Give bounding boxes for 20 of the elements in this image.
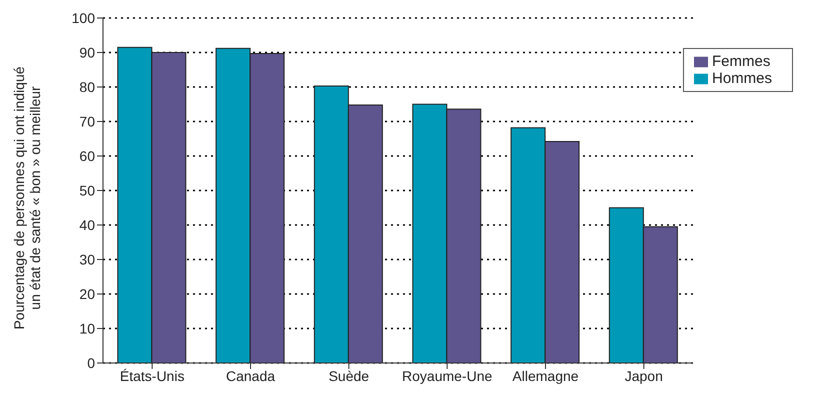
x-tick-label: Suède xyxy=(328,368,370,384)
y-tick-label: 10 xyxy=(79,320,96,336)
y-tick-label: 70 xyxy=(79,113,96,130)
x-tick-label: États-Unis xyxy=(120,368,184,384)
y-tick-label: 90 xyxy=(79,44,96,60)
legend-label: Hommes xyxy=(712,70,772,87)
y-tick-label: 40 xyxy=(79,216,96,233)
x-tick-label: Japon xyxy=(624,368,663,384)
y-tick-label: 50 xyxy=(79,182,96,198)
x-tick-label: Canada xyxy=(226,368,276,384)
y-tick-label: 30 xyxy=(79,251,96,268)
y-tick-label: 0 xyxy=(87,354,96,371)
y-tick-label: 100 xyxy=(72,10,96,26)
legend-label: Femmes xyxy=(712,53,770,70)
y-tick-label: 20 xyxy=(79,286,96,302)
y-axis-title: Pourcentage de personnes qui ont indiqué un état de santé « bon » ou meilleur xyxy=(11,66,43,330)
x-tick-label: Allemagne xyxy=(512,368,579,384)
y-tick-label: 60 xyxy=(79,148,96,164)
y-tick-label: 80 xyxy=(79,78,96,95)
x-tick-label: Royaume-Une xyxy=(402,368,492,384)
